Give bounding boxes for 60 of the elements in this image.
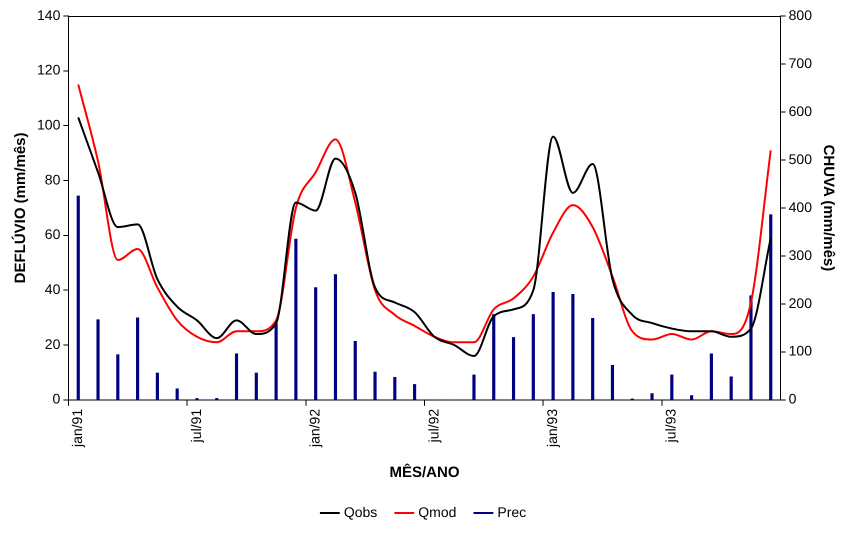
y2-tick-label: 200	[788, 294, 812, 311]
bar	[334, 274, 338, 400]
bar	[571, 294, 574, 400]
y-tick-label: 40	[44, 281, 61, 298]
bar	[136, 317, 140, 400]
y-tick-label: 140	[37, 6, 61, 23]
x-tick-label: jul/93	[662, 408, 679, 444]
y2-tick-label: 100	[788, 342, 812, 359]
bar	[314, 287, 318, 400]
y2-tick-label: 400	[788, 198, 812, 215]
x-axis-title: MÊS/ANO	[389, 463, 460, 482]
y2-tick-label: 500	[788, 150, 812, 167]
bar	[769, 214, 772, 400]
y2-tick-label: 600	[788, 102, 812, 119]
legend-label: Qmod	[418, 504, 456, 520]
x-tick-label: jan/91	[69, 408, 86, 448]
bar	[254, 372, 258, 400]
bar	[730, 376, 733, 400]
y-tick-label: 120	[37, 62, 61, 78]
y2-tick-label: 300	[788, 246, 812, 263]
bar	[96, 319, 100, 400]
y-tick-label: 20	[44, 336, 61, 352]
line-series	[77, 84, 772, 344]
legend-label: Qobs	[344, 504, 378, 520]
bar	[591, 318, 594, 400]
y2-tick-label: 0	[788, 390, 797, 407]
bar	[512, 337, 516, 400]
bar	[690, 395, 694, 400]
x-tick-label: jan/93	[544, 408, 560, 448]
bar	[76, 196, 80, 400]
y2-axis-title: CHUVA (mm/mês)	[820, 144, 837, 272]
x-tick-label: jul/91	[188, 408, 204, 444]
bar	[552, 292, 555, 400]
bar	[610, 364, 614, 400]
y2-tick-label: 800	[788, 6, 812, 23]
bar	[156, 372, 159, 400]
y-tick-label: 100	[37, 116, 61, 133]
bar	[393, 376, 396, 400]
legend-label: Prec	[497, 504, 526, 520]
bar	[294, 238, 298, 400]
x-tick-label: jan/92	[306, 408, 323, 448]
y-axis-title: DEFLÚVIO (mm/mês)	[11, 132, 30, 284]
bar	[274, 323, 278, 400]
bar	[176, 388, 179, 400]
bar	[116, 354, 120, 400]
x-tick-label: jul/92	[425, 408, 442, 444]
bar	[492, 314, 496, 400]
y-tick-label: 80	[44, 171, 61, 188]
bar	[532, 314, 535, 400]
bar	[413, 384, 416, 400]
bar	[472, 374, 476, 400]
bar	[234, 353, 238, 400]
bar	[373, 372, 377, 400]
line-series	[77, 116, 772, 357]
y-tick-label: 60	[44, 226, 61, 242]
bar	[354, 340, 357, 400]
y-tick-label: 0	[52, 390, 61, 407]
bar	[710, 353, 713, 400]
bar	[670, 374, 674, 400]
y2-tick-label: 700	[788, 54, 812, 71]
